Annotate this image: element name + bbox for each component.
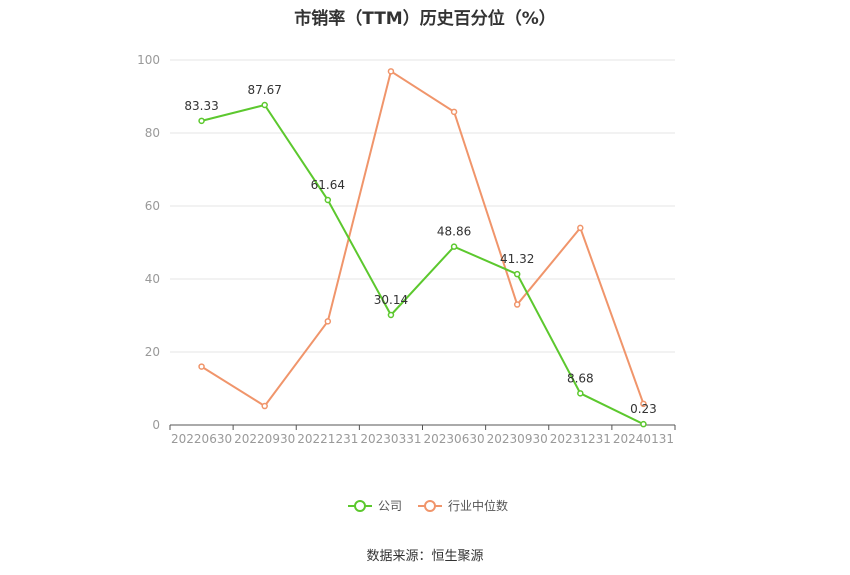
data-label: 41.32 [500,252,534,266]
x-tick-label: 20240131 [613,432,674,446]
chart-title: 市销率（TTM）历史百分位（%） [294,9,556,29]
data-labels: 83.33 87.67 61.64 30.14 48.86 41.32 8.68 0.23 [184,83,656,416]
data-source: 数据来源：恒生聚源 [366,549,484,564]
x-tick-label: 20230630 [424,432,485,446]
data-point [450,108,458,116]
legend-marker [424,500,436,512]
legend-label: 行业中位数 [448,498,508,513]
y-tick-label: 40 [145,272,160,286]
x-tick-label: 20230331 [360,432,421,446]
data-label: 48.86 [437,225,471,239]
y-tick-label: 100 [137,53,160,67]
data-point [513,270,521,278]
series-group [198,68,647,428]
data-label: 0.23 [630,402,657,416]
data-point [387,311,395,319]
legend-marker [354,500,366,512]
y-tick-label: 20 [145,345,160,359]
data-point [198,363,205,370]
data-label: 8.68 [567,371,594,385]
series-line-0 [201,103,644,426]
data-label: 83.33 [184,99,218,113]
y-axis-ticks: 0 20 40 60 80 100 [137,53,160,432]
data-point [577,390,584,397]
legend: 公司 行业中位数 [348,498,508,513]
data-label: 30.14 [374,293,408,307]
data-point [387,68,395,75]
x-tick-label: 20220630 [171,432,232,446]
data-point [513,301,521,308]
data-point [261,101,268,109]
data-label: 61.64 [311,178,345,192]
data-point [577,224,584,232]
x-tick-label: 20221231 [297,432,358,446]
data-point [640,400,647,408]
x-tick-label: 20230930 [487,432,548,446]
y-tick-label: 0 [152,418,160,432]
legend-label: 公司 [378,499,402,513]
grid-lines [170,59,675,353]
data-point [324,318,332,325]
data-point [640,420,647,428]
y-tick-label: 60 [145,199,160,213]
y-tick-label: 80 [145,126,160,140]
data-point [261,402,268,410]
series-line-1 [201,69,645,408]
data-point [450,243,458,250]
x-axis: 20220630 20220930 20221231 20230331 20230630… [169,424,676,446]
x-tick-label: 20231231 [550,432,611,446]
data-point [324,196,332,204]
data-label: 87.67 [248,83,282,97]
x-tick-label: 20220930 [234,432,295,446]
data-point [198,117,205,125]
